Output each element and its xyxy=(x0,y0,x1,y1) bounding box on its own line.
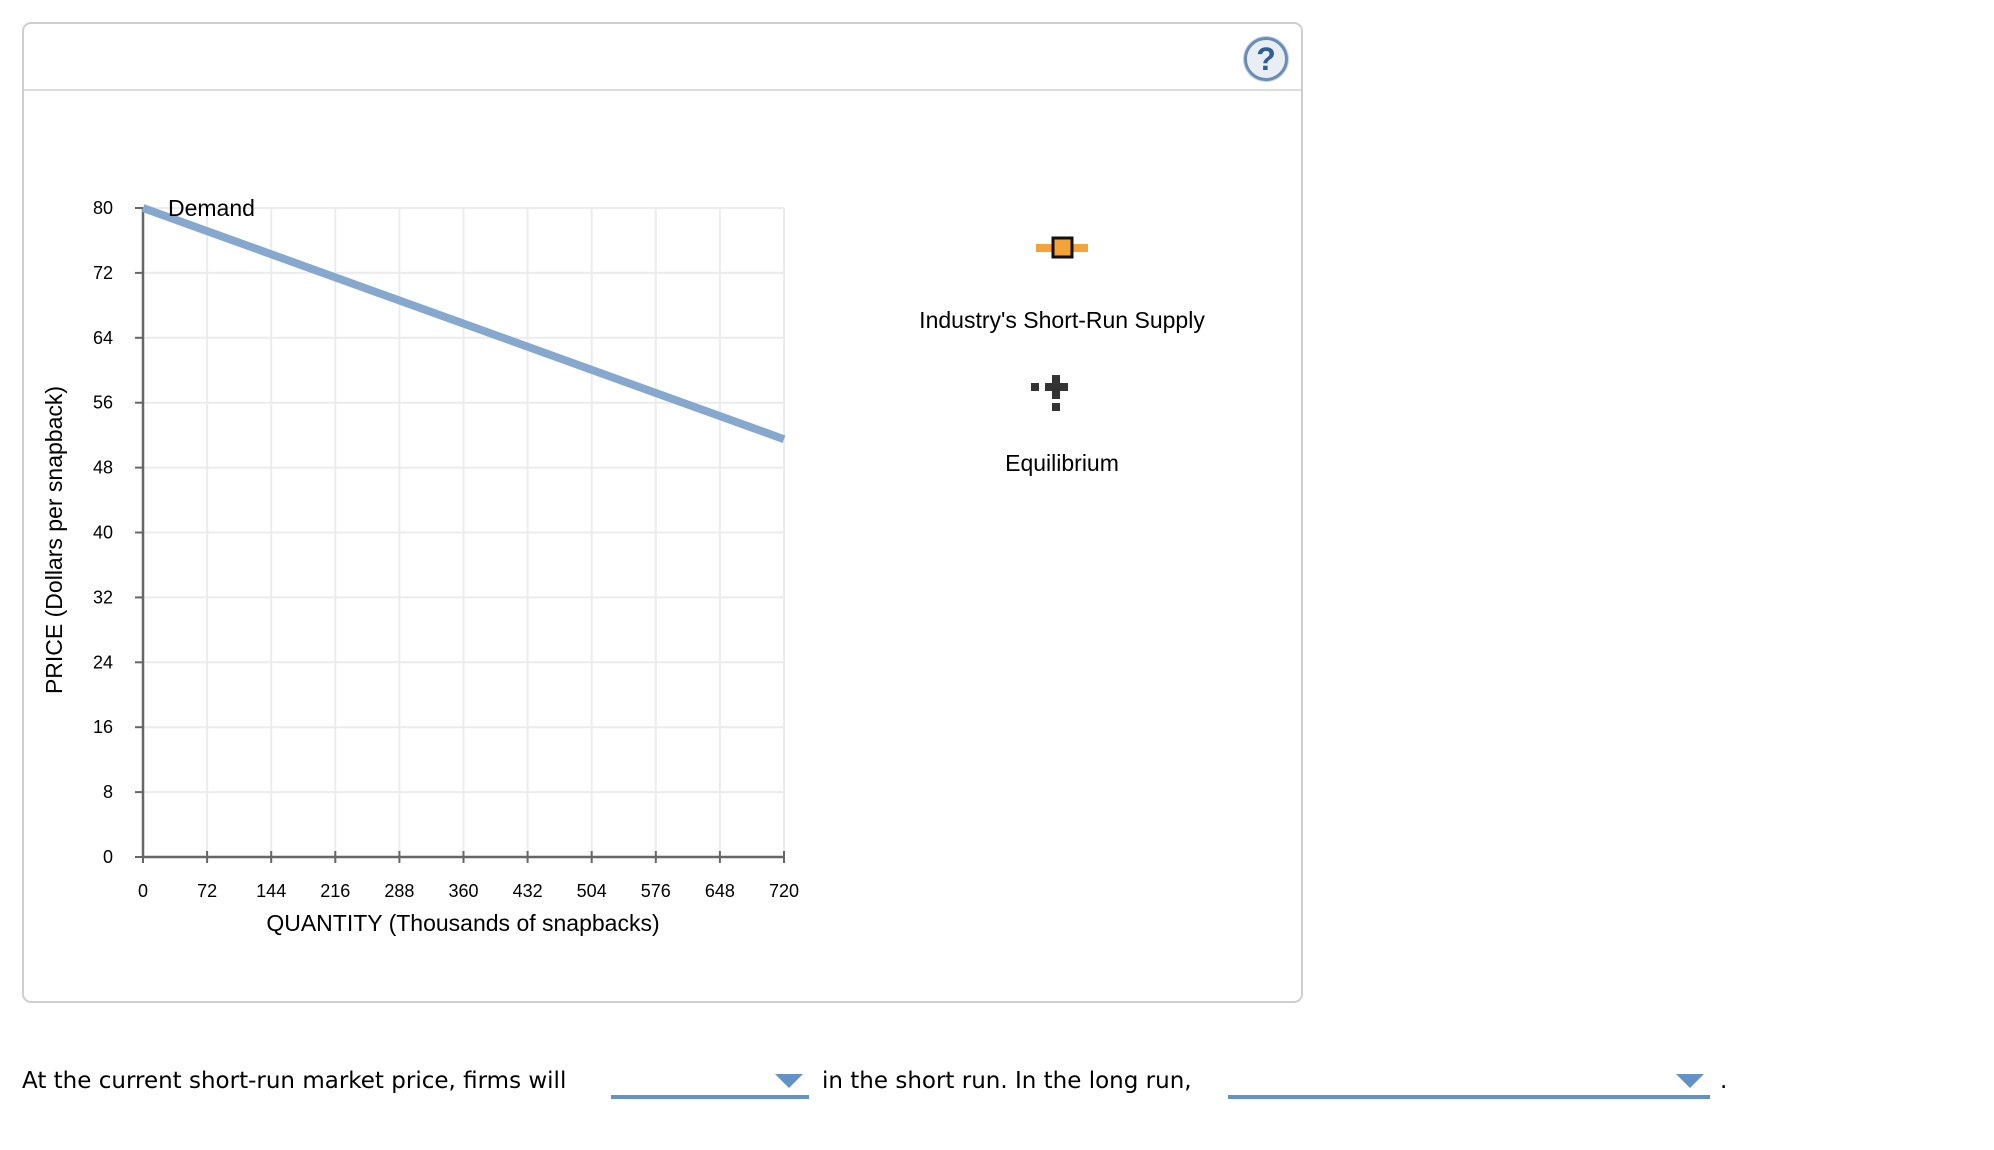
chevron-down-icon xyxy=(775,1074,803,1088)
x-tick-label: 504 xyxy=(577,881,607,901)
chart-tick-labels: 0 72 144 216 288 360 432 504 576 648 720 0 8 16 24 32 40… xyxy=(93,198,799,901)
y-tick-label: 24 xyxy=(93,652,113,672)
question-text-part2: in the short run. In the long run, xyxy=(822,1068,1192,1094)
y-tick-label: 48 xyxy=(93,458,113,478)
x-tick-label: 216 xyxy=(320,881,350,901)
x-tick-label: 648 xyxy=(705,881,735,901)
supply-demand-chart[interactable]: 0 72 144 216 288 360 432 504 576 648 720 0 8 16 24 32 40… xyxy=(0,0,1994,1010)
chart-grid xyxy=(143,207,785,857)
question-text-part1: At the current short-run market price, f… xyxy=(22,1068,567,1094)
x-tick-label: 0 xyxy=(138,881,148,901)
x-tick-label: 432 xyxy=(513,881,543,901)
x-axis-title: QUANTITY (Thousands of snapbacks) xyxy=(266,910,659,936)
chevron-down-icon xyxy=(1676,1074,1704,1088)
legend-supply-tool[interactable] xyxy=(1036,236,1088,259)
x-tick-label: 360 xyxy=(448,881,478,901)
x-tick-label: 72 xyxy=(197,881,217,901)
graph-panel: ? xyxy=(22,22,1303,1003)
y-tick-label: 56 xyxy=(93,393,113,413)
y-tick-label: 80 xyxy=(93,198,113,218)
y-tick-label: 16 xyxy=(93,717,113,737)
help-button[interactable]: ? xyxy=(1244,37,1288,81)
question-text-part3: . xyxy=(1720,1068,1728,1094)
y-tick-label: 72 xyxy=(93,263,113,283)
x-tick-label: 720 xyxy=(769,881,799,901)
short-run-action-dropdown[interactable] xyxy=(611,1065,809,1099)
demand-curve-label: Demand xyxy=(168,195,255,221)
chart-axes xyxy=(135,207,785,863)
x-tick-label: 144 xyxy=(256,881,286,901)
y-tick-label: 64 xyxy=(93,328,113,348)
y-axis-title: PRICE (Dollars per snapback) xyxy=(41,386,67,694)
legend-equilibrium-label: Equilibrium xyxy=(1005,450,1119,476)
question-mark-circle-icon: ? xyxy=(1256,40,1276,77)
long-run-outcome-dropdown[interactable] xyxy=(1228,1065,1710,1099)
equilibrium-dot-icon-lower xyxy=(1052,403,1060,411)
chart-series xyxy=(141,204,786,443)
supply-square-icon xyxy=(1051,236,1074,259)
x-tick-label: 576 xyxy=(641,881,671,901)
y-tick-label: 8 xyxy=(103,782,113,802)
x-tick-label: 288 xyxy=(384,881,414,901)
demand-curve[interactable] xyxy=(141,204,786,443)
equilibrium-dot-icon xyxy=(1031,383,1039,391)
y-tick-label: 32 xyxy=(93,587,113,607)
legend-supply-label: Industry's Short-Run Supply xyxy=(919,307,1205,333)
y-tick-label: 40 xyxy=(93,523,113,543)
y-tick-label: 0 xyxy=(103,847,113,867)
legend-equilibrium-tool[interactable] xyxy=(1031,375,1068,411)
panel-header xyxy=(24,24,1301,91)
